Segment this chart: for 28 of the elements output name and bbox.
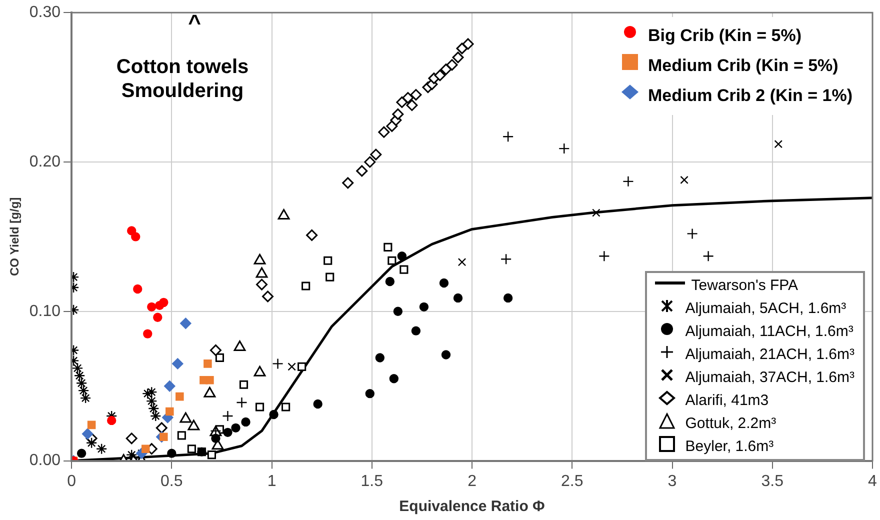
x-axis-title: Equivalence Ratio Φ <box>399 498 545 516</box>
x-tick-label: 3.5 <box>761 472 784 490</box>
x-tick-label: 0.5 <box>160 472 183 490</box>
x-tick-label: 1.5 <box>360 472 384 490</box>
x-tick-label: 4 <box>868 472 878 490</box>
legend-label: Aljumaiah, 11ACH, 1.6m³ <box>685 322 854 341</box>
y-tick-label: 0.20 <box>29 153 61 170</box>
legend-label: Medium Crib 2 (Kin = 1%) <box>648 84 852 107</box>
legend-label: Aljumaiah, 21ACH, 1.6m³ <box>685 344 854 364</box>
legend-label: Tewarson's FPA <box>691 276 798 295</box>
x-tick-label: 2 <box>468 472 477 490</box>
legend-label: Beyler, 1.6m³ <box>685 436 774 456</box>
y-tick-label: 0.30 <box>29 4 61 22</box>
legend-label: Aljumaiah, 5ACH, 1.6m³ <box>685 298 846 318</box>
x-tick-label: 3 <box>668 472 677 490</box>
x-tick-label: 2.5 <box>561 472 584 490</box>
legend-label: Gottuk, 2.2m³ <box>685 414 776 433</box>
legend-label: Big Crib (Kin = 5%) <box>648 24 802 47</box>
x-tick-label: 0 <box>67 472 76 490</box>
y-tick-label: 0.00 <box>29 452 61 470</box>
y-axis-title: CO Yield [g/g] <box>8 197 22 276</box>
x-tick-label: 1 <box>267 472 276 490</box>
legend-label: Medium Crib (Kin = 5%) <box>648 54 838 77</box>
y-tick-label: 0.10 <box>29 302 61 320</box>
annotation: ^ <box>187 10 202 35</box>
legend-label: Alarifi, 41m3 <box>685 390 769 410</box>
legend-label: Aljumaiah, 37ACH, 1.6m³ <box>685 368 854 387</box>
annotation: Cotton towels Smouldering <box>115 54 250 103</box>
